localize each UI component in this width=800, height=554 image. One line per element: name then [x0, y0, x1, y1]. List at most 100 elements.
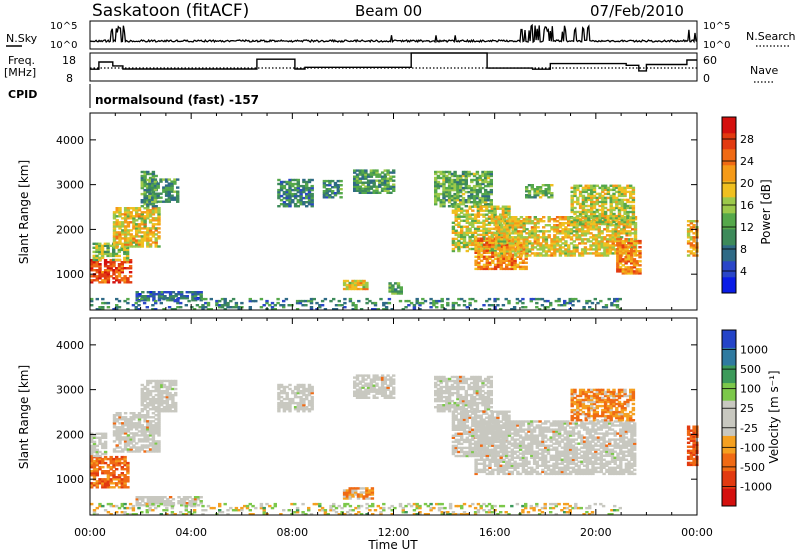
heatmap-cell [365, 495, 369, 498]
heatmap-cell [553, 242, 557, 245]
heatmap-cell [505, 248, 510, 251]
heatmap-cell [451, 209, 456, 212]
heatmap-cell [626, 212, 630, 216]
heatmap-cell [166, 502, 170, 505]
heatmap-cell [480, 255, 484, 258]
heatmap-cell [436, 174, 441, 178]
heatmap-cell [436, 395, 441, 399]
heatmap-cell [312, 297, 316, 301]
heatmap-cell [358, 382, 362, 385]
heatmap-cell [447, 172, 452, 176]
heatmap-cell [550, 228, 554, 231]
heatmap-cell [530, 226, 535, 229]
heatmap-cell [112, 482, 116, 485]
heatmap-cell [291, 184, 295, 188]
heatmap-cell [618, 237, 623, 241]
heatmap-cell [536, 218, 540, 221]
heatmap-cell [485, 213, 489, 216]
heatmap-cell [442, 190, 446, 194]
heatmap-cell [369, 187, 374, 190]
heatmap-cell [589, 248, 593, 251]
heatmap-cell [310, 203, 314, 206]
heatmap-cell [160, 291, 164, 294]
heatmap-cell [180, 502, 184, 505]
heatmap-cell [148, 416, 153, 419]
heatmap-cell [143, 414, 147, 417]
heatmap-cell [226, 306, 230, 309]
heatmap-cell [305, 393, 309, 397]
heatmap-cell [174, 410, 178, 413]
heatmap-cell [165, 404, 169, 407]
heatmap-cell [143, 180, 147, 184]
heatmap-cell [499, 257, 503, 260]
heatmap-cell [609, 184, 613, 187]
heatmap-cell [638, 260, 642, 263]
heatmap-cell [151, 424, 156, 427]
heatmap-cell [500, 242, 504, 245]
heatmap-cell [151, 446, 156, 449]
heatmap-cell [624, 260, 628, 263]
heatmap-cell [115, 434, 119, 437]
heatmap-cell [457, 235, 461, 239]
heatmap-cell [620, 214, 624, 218]
heatmap-cell [626, 200, 630, 204]
heatmap-cell [541, 192, 546, 195]
heatmap-cell [459, 184, 463, 188]
heatmap-cell [129, 211, 133, 214]
heatmap-cell [157, 422, 161, 425]
heatmap-cell [168, 291, 173, 294]
heatmap-cell [571, 304, 575, 307]
heatmap-cell [553, 240, 557, 243]
heatmap-cell [392, 183, 396, 186]
heatmap-cell [592, 216, 597, 220]
heatmap-cell [592, 222, 597, 226]
heatmap-cell [457, 223, 461, 226]
heatmap-cell [530, 196, 534, 199]
heatmap-cell [199, 496, 203, 499]
heatmap-cell [151, 180, 155, 183]
heatmap-cell [140, 178, 144, 182]
heatmap-cell [478, 203, 482, 206]
heatmap-cell [439, 192, 443, 196]
heatmap-cell [282, 205, 287, 208]
heatmap-cell [149, 498, 153, 501]
heatmap-cell [633, 248, 638, 251]
heatmap-cell [500, 240, 504, 243]
heatmap-cell [586, 226, 590, 229]
heatmap-cell [601, 190, 605, 194]
heatmap-cell [481, 186, 485, 190]
heatmap-cell [118, 430, 122, 433]
heatmap-cell [151, 192, 156, 196]
heatmap-cell [345, 497, 350, 500]
heatmap-cell [555, 250, 560, 253]
heatmap-cell [461, 387, 466, 391]
heatmap-cell [100, 246, 105, 249]
heatmap-cell [620, 204, 624, 208]
heatmap-cell [453, 186, 457, 190]
heatmap-cell [167, 182, 171, 185]
heatmap-cell [92, 258, 96, 262]
heatmap-cell [564, 254, 568, 257]
heatmap-cell [125, 250, 130, 254]
heatmap-cell [392, 380, 396, 383]
heatmap-cell [106, 275, 111, 278]
heatmap-cell [95, 452, 99, 456]
nsky-frame [89, 20, 698, 50]
heatmap-cell [366, 388, 371, 391]
heatmap-cell [115, 245, 119, 248]
heatmap-cell [507, 229, 511, 232]
heatmap-cell [445, 397, 449, 401]
heatmap-cell [615, 200, 619, 204]
heatmap-cell [632, 264, 637, 267]
heatmap-cell [573, 222, 577, 226]
heatmap-cell [103, 434, 108, 437]
heatmap-cell [578, 184, 583, 187]
heatmap-cell [576, 200, 580, 204]
heatmap-cell [209, 308, 213, 311]
heatmap-cell [451, 450, 456, 454]
heatmap-cell [580, 238, 585, 241]
heatmap-cell [573, 184, 577, 187]
heatmap-cell [115, 267, 119, 270]
heatmap-cell [489, 184, 493, 188]
heatmap-cell [220, 306, 225, 309]
